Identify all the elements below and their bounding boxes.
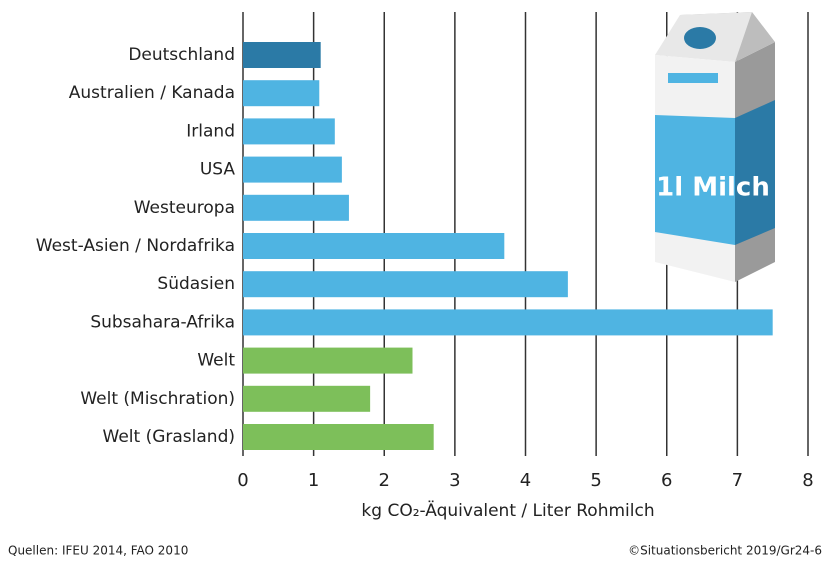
x-tick-label: 5 — [590, 470, 601, 491]
carton-band-side — [735, 100, 775, 245]
x-tick-label: 1 — [308, 470, 319, 491]
bar — [243, 42, 321, 68]
bar — [243, 271, 568, 298]
y-tick-label: Westeuropa — [134, 198, 235, 218]
x-tick-label: 7 — [732, 470, 743, 491]
y-tick-label: Deutschland — [128, 45, 235, 65]
bar — [243, 118, 335, 145]
credit: ©Situationsbericht 2019/Gr24-6 — [628, 544, 822, 558]
carton-band — [655, 115, 735, 245]
bars — [243, 42, 773, 450]
carton-label: 1l Milch — [656, 173, 770, 203]
y-tick-label: Subsahara-Afrika — [90, 312, 235, 332]
y-tick-label: Welt (Mischration) — [80, 389, 235, 409]
bar — [243, 156, 342, 183]
bar — [243, 347, 413, 374]
y-tick-label: West-Asien / Nordafrika — [36, 236, 235, 256]
x-axis-title: kg CO₂-Äquivalent / Liter Rohmilch — [361, 500, 654, 521]
carton-cap — [684, 27, 716, 49]
bar — [243, 80, 320, 107]
milk-carton: 1l Milch — [655, 12, 775, 282]
x-tick-label: 6 — [661, 470, 672, 491]
bar — [243, 424, 434, 450]
x-tick-label: 8 — [802, 470, 813, 491]
carton-stripe — [668, 73, 718, 83]
x-tick-label: 4 — [520, 470, 531, 491]
y-tick-label: Irland — [186, 121, 235, 141]
x-tick-label: 2 — [379, 470, 390, 491]
bar — [243, 194, 349, 221]
y-tick-label: Australien / Kanada — [69, 83, 235, 103]
y-tick-label: Welt — [197, 351, 235, 371]
x-tick-label: 3 — [449, 470, 460, 491]
bar — [243, 385, 371, 412]
source: Quellen: IFEU 2014, FAO 2010 — [8, 544, 188, 558]
x-tick-label: 0 — [237, 470, 248, 491]
y-tick-label: Südasien — [157, 274, 235, 294]
y-tick-label: USA — [200, 160, 236, 180]
bar — [243, 309, 773, 336]
bar — [243, 233, 505, 259]
y-tick-label: Welt (Grasland) — [103, 427, 235, 447]
